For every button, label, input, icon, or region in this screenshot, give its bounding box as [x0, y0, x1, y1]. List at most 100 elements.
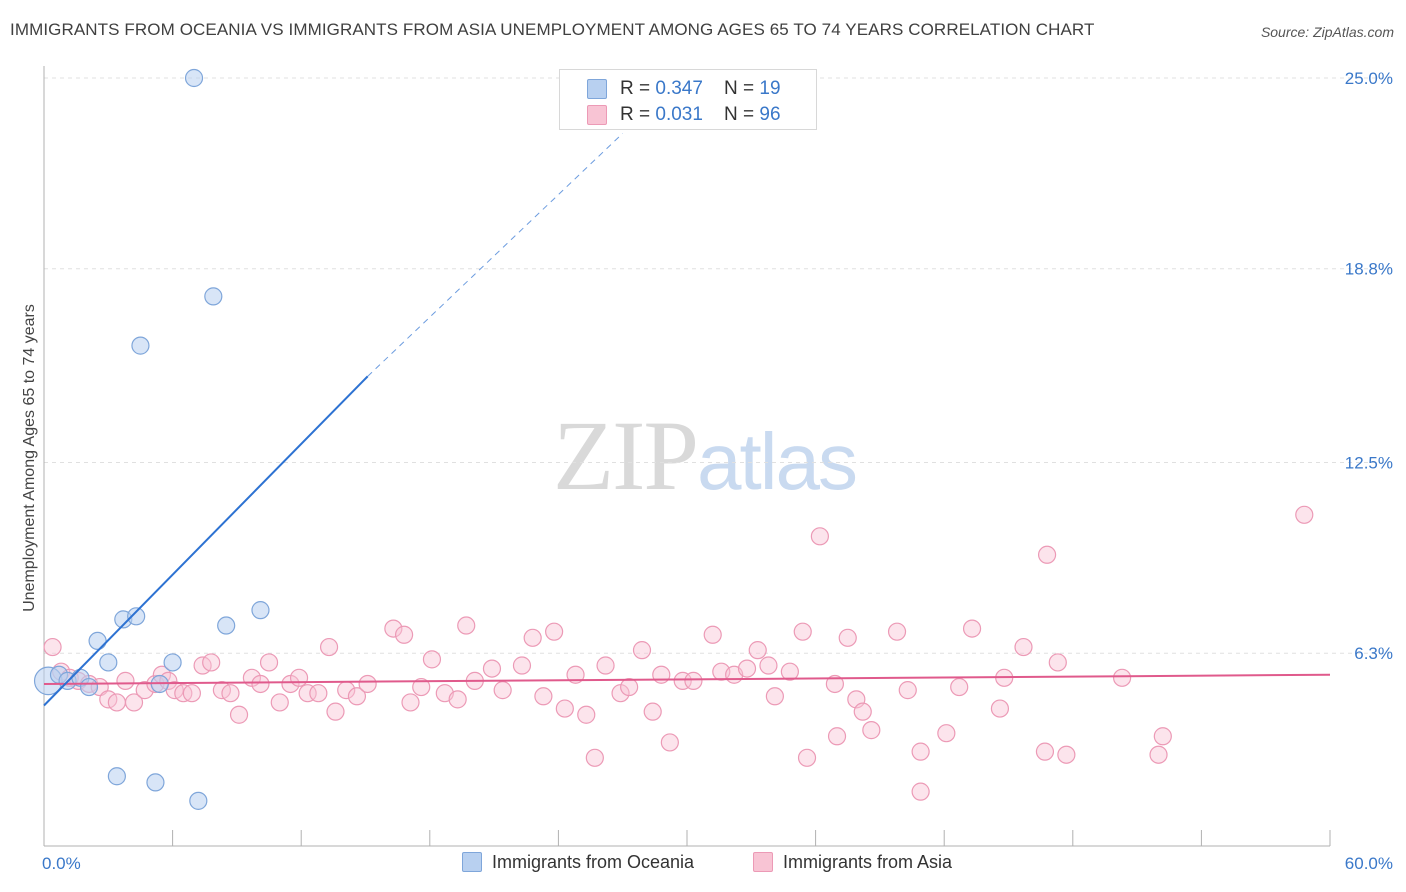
- asia-point: [1295, 505, 1314, 524]
- asia-point: [116, 671, 135, 690]
- asia-point: [358, 674, 377, 694]
- asia-point: [394, 625, 414, 644]
- asia-point: [555, 699, 574, 718]
- asia-point: [1153, 727, 1172, 746]
- axes: [43, 66, 1331, 847]
- asia-point: [545, 622, 564, 641]
- oceania-point: [146, 773, 165, 792]
- asia-point: [347, 687, 367, 706]
- grid-lines: [44, 77, 1390, 654]
- asia-point: [251, 674, 270, 694]
- asia-point: [684, 671, 703, 690]
- asia-point: [765, 687, 784, 706]
- chart-title: IMMIGRANTS FROM OCEANIA VS IMMIGRANTS FR…: [10, 20, 1095, 39]
- asia-point: [229, 705, 249, 724]
- asia-point: [825, 674, 844, 694]
- x-tick-label: 0.0%: [42, 854, 81, 873]
- oceania-point: [131, 336, 150, 355]
- x-tick-label: 60.0%: [1345, 854, 1393, 873]
- asia-swatch: [753, 852, 773, 872]
- oceania-point: [163, 653, 182, 672]
- asia-point: [797, 748, 817, 767]
- asia-point: [703, 625, 722, 644]
- asia-point: [107, 693, 126, 712]
- asia-point: [620, 677, 639, 697]
- asia-point: [1037, 545, 1057, 564]
- asia-point: [1014, 637, 1033, 657]
- bottom-legend-asia: Immigrants from Asia: [753, 852, 952, 873]
- trend-lines: [43, 133, 1331, 707]
- asia-point: [748, 641, 767, 660]
- oceania-point: [189, 791, 208, 810]
- asia-point: [422, 650, 442, 669]
- asia-point: [643, 702, 662, 721]
- asia-point: [534, 687, 553, 706]
- asia-point: [911, 782, 930, 801]
- asia-point: [457, 616, 476, 635]
- asia-point: [221, 684, 240, 703]
- y-tick-label: 25.0%: [1345, 69, 1393, 88]
- legend-n-label: N =: [724, 104, 760, 125]
- asia-swatch: [587, 105, 607, 125]
- asia-point: [259, 653, 279, 672]
- oceania-swatch: [587, 79, 607, 99]
- bottom-legend-oceania: Immigrants from Oceania: [462, 852, 694, 873]
- watermark-zip: ZIP: [553, 400, 699, 511]
- legend-n-value: 19: [759, 78, 781, 99]
- asia-point: [937, 724, 956, 743]
- asia-point: [652, 665, 671, 684]
- asia-point: [326, 702, 345, 721]
- asia-trend-line: [43, 673, 1331, 685]
- oceania-trend-line: [43, 375, 369, 707]
- source-credit: Source: ZipAtlas.com: [1260, 24, 1394, 40]
- asia-point: [737, 659, 757, 678]
- asia-point: [911, 742, 930, 761]
- asia-point: [780, 662, 799, 681]
- legend-n-label: N =: [724, 78, 760, 99]
- y-tick-label: 12.5%: [1345, 454, 1393, 473]
- asia-point: [898, 681, 917, 700]
- asia-points: [43, 505, 1314, 801]
- oceania-point: [251, 601, 270, 620]
- y-tick-label: 6.3%: [1354, 644, 1393, 663]
- asia-point: [182, 684, 201, 703]
- oceania-point: [184, 68, 204, 88]
- asia-point: [1035, 742, 1055, 761]
- oceania-point: [127, 607, 146, 626]
- oceania-point: [204, 287, 223, 306]
- oceania-swatch: [462, 852, 482, 872]
- asia-point: [673, 671, 692, 690]
- legend-r-label: R =: [620, 104, 656, 125]
- asia-point: [1112, 668, 1132, 687]
- oceania-points: [33, 68, 270, 810]
- asia-point: [482, 659, 502, 678]
- asia-point: [596, 656, 615, 675]
- asia-point: [309, 684, 328, 703]
- oceania-point: [79, 677, 99, 697]
- oceania-legend-label: Immigrants from Oceania: [492, 852, 695, 872]
- asia-point: [43, 637, 62, 657]
- asia-point: [566, 665, 585, 684]
- asia-point: [793, 622, 812, 641]
- asia-point: [1057, 745, 1076, 764]
- stats-legend: R = 0.347 N = 19 R = 0.031 N = 96: [559, 69, 817, 130]
- legend-r-value: 0.347: [655, 78, 703, 99]
- y-axis-label: Unemployment Among Ages 65 to 74 years: [21, 304, 38, 612]
- asia-point: [827, 727, 847, 746]
- asia-point: [759, 656, 778, 675]
- watermark-atlas: atlas: [697, 417, 858, 506]
- asia-point: [810, 527, 829, 546]
- asia-point: [1048, 653, 1067, 672]
- asia-point: [950, 677, 969, 697]
- oceania-point: [107, 767, 126, 786]
- asia-point: [577, 705, 596, 724]
- asia-point: [448, 690, 467, 709]
- asia-point: [270, 693, 289, 712]
- asia-point: [585, 748, 604, 767]
- asia-point: [660, 733, 679, 752]
- oceania-point: [88, 631, 107, 651]
- asia-point: [632, 641, 652, 660]
- asia-point: [124, 693, 144, 712]
- y-tick-label: 18.8%: [1345, 260, 1393, 279]
